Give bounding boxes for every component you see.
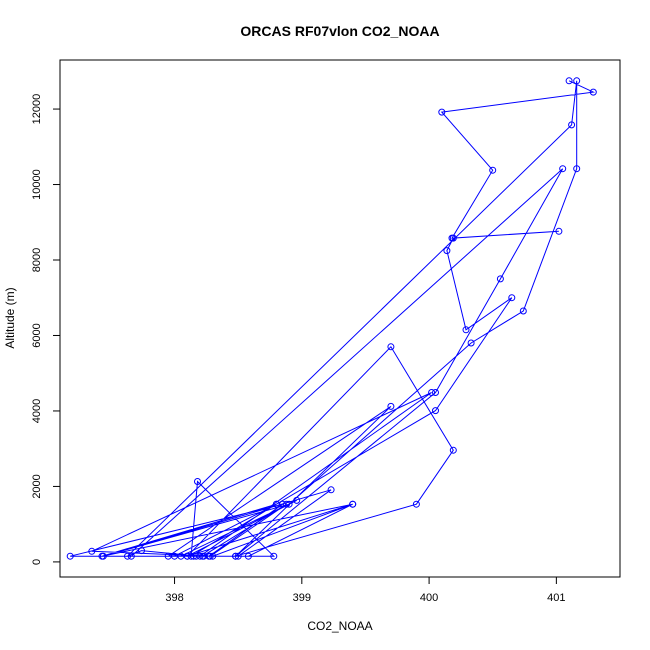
chart-title: ORCAS RF07vlon CO2_NOAA (240, 23, 439, 39)
data-point (432, 389, 439, 396)
data-point (432, 407, 439, 415)
data-point (232, 552, 240, 560)
data-point (205, 552, 213, 560)
data-point (187, 552, 195, 560)
y-tick-label: 4000 (31, 399, 43, 423)
x-axis-label: CO2_NOAA (307, 619, 372, 633)
data-point (496, 275, 504, 283)
y-tick-label: 12000 (31, 94, 43, 125)
plot-frame (59, 59, 621, 578)
y-tick-label: 0 (31, 559, 43, 565)
data-point (270, 552, 278, 560)
data-point (508, 294, 516, 302)
data-point (428, 389, 436, 396)
y-tick-label: 8000 (31, 248, 43, 272)
data-point (234, 552, 242, 560)
y-tick-label: 10000 (31, 169, 43, 200)
data-point (449, 234, 457, 242)
data-point (283, 500, 290, 508)
data-point (138, 547, 145, 555)
y-tick-label: 2000 (31, 474, 43, 498)
data-point (209, 552, 217, 560)
x-tick-label: 398 (165, 592, 183, 604)
data-point (279, 500, 287, 508)
data-point (438, 108, 446, 116)
data-point (573, 77, 581, 85)
x-axis: 398 399 400 401 (165, 576, 566, 604)
data-point (589, 88, 597, 96)
data-point (568, 121, 576, 129)
data-point (124, 552, 131, 560)
data-point (183, 552, 191, 560)
data-point (127, 552, 135, 560)
data-point (293, 496, 301, 504)
data-point (327, 486, 335, 494)
data-point (349, 500, 357, 508)
data-point (462, 326, 470, 334)
data-point (559, 165, 567, 173)
y-axis: 0 2000 4000 6000 8000 10000 12000 (31, 94, 61, 565)
data-point (489, 166, 497, 174)
data-point (99, 552, 107, 560)
x-tick-label: 399 (293, 592, 311, 604)
data-point (565, 77, 573, 85)
y-tick-label: 6000 (31, 323, 43, 347)
y-axis-label: Altitude (m) (3, 287, 17, 348)
data-point (467, 339, 475, 347)
data-point (387, 343, 395, 351)
data-point (244, 552, 252, 560)
x-tick-label: 400 (420, 592, 438, 604)
series-line (70, 80, 596, 558)
x-tick-label: 401 (547, 592, 565, 604)
data-point (66, 552, 74, 560)
series-co2 (66, 77, 597, 560)
data-point (519, 307, 527, 315)
data-point (449, 446, 457, 454)
data-point (573, 165, 581, 173)
data-point (555, 227, 563, 235)
data-point (443, 247, 451, 255)
data-point (192, 552, 200, 560)
data-point (88, 547, 96, 555)
data-point (412, 500, 420, 508)
data-point (387, 402, 395, 410)
data-point (200, 552, 208, 560)
data-point (194, 478, 201, 485)
